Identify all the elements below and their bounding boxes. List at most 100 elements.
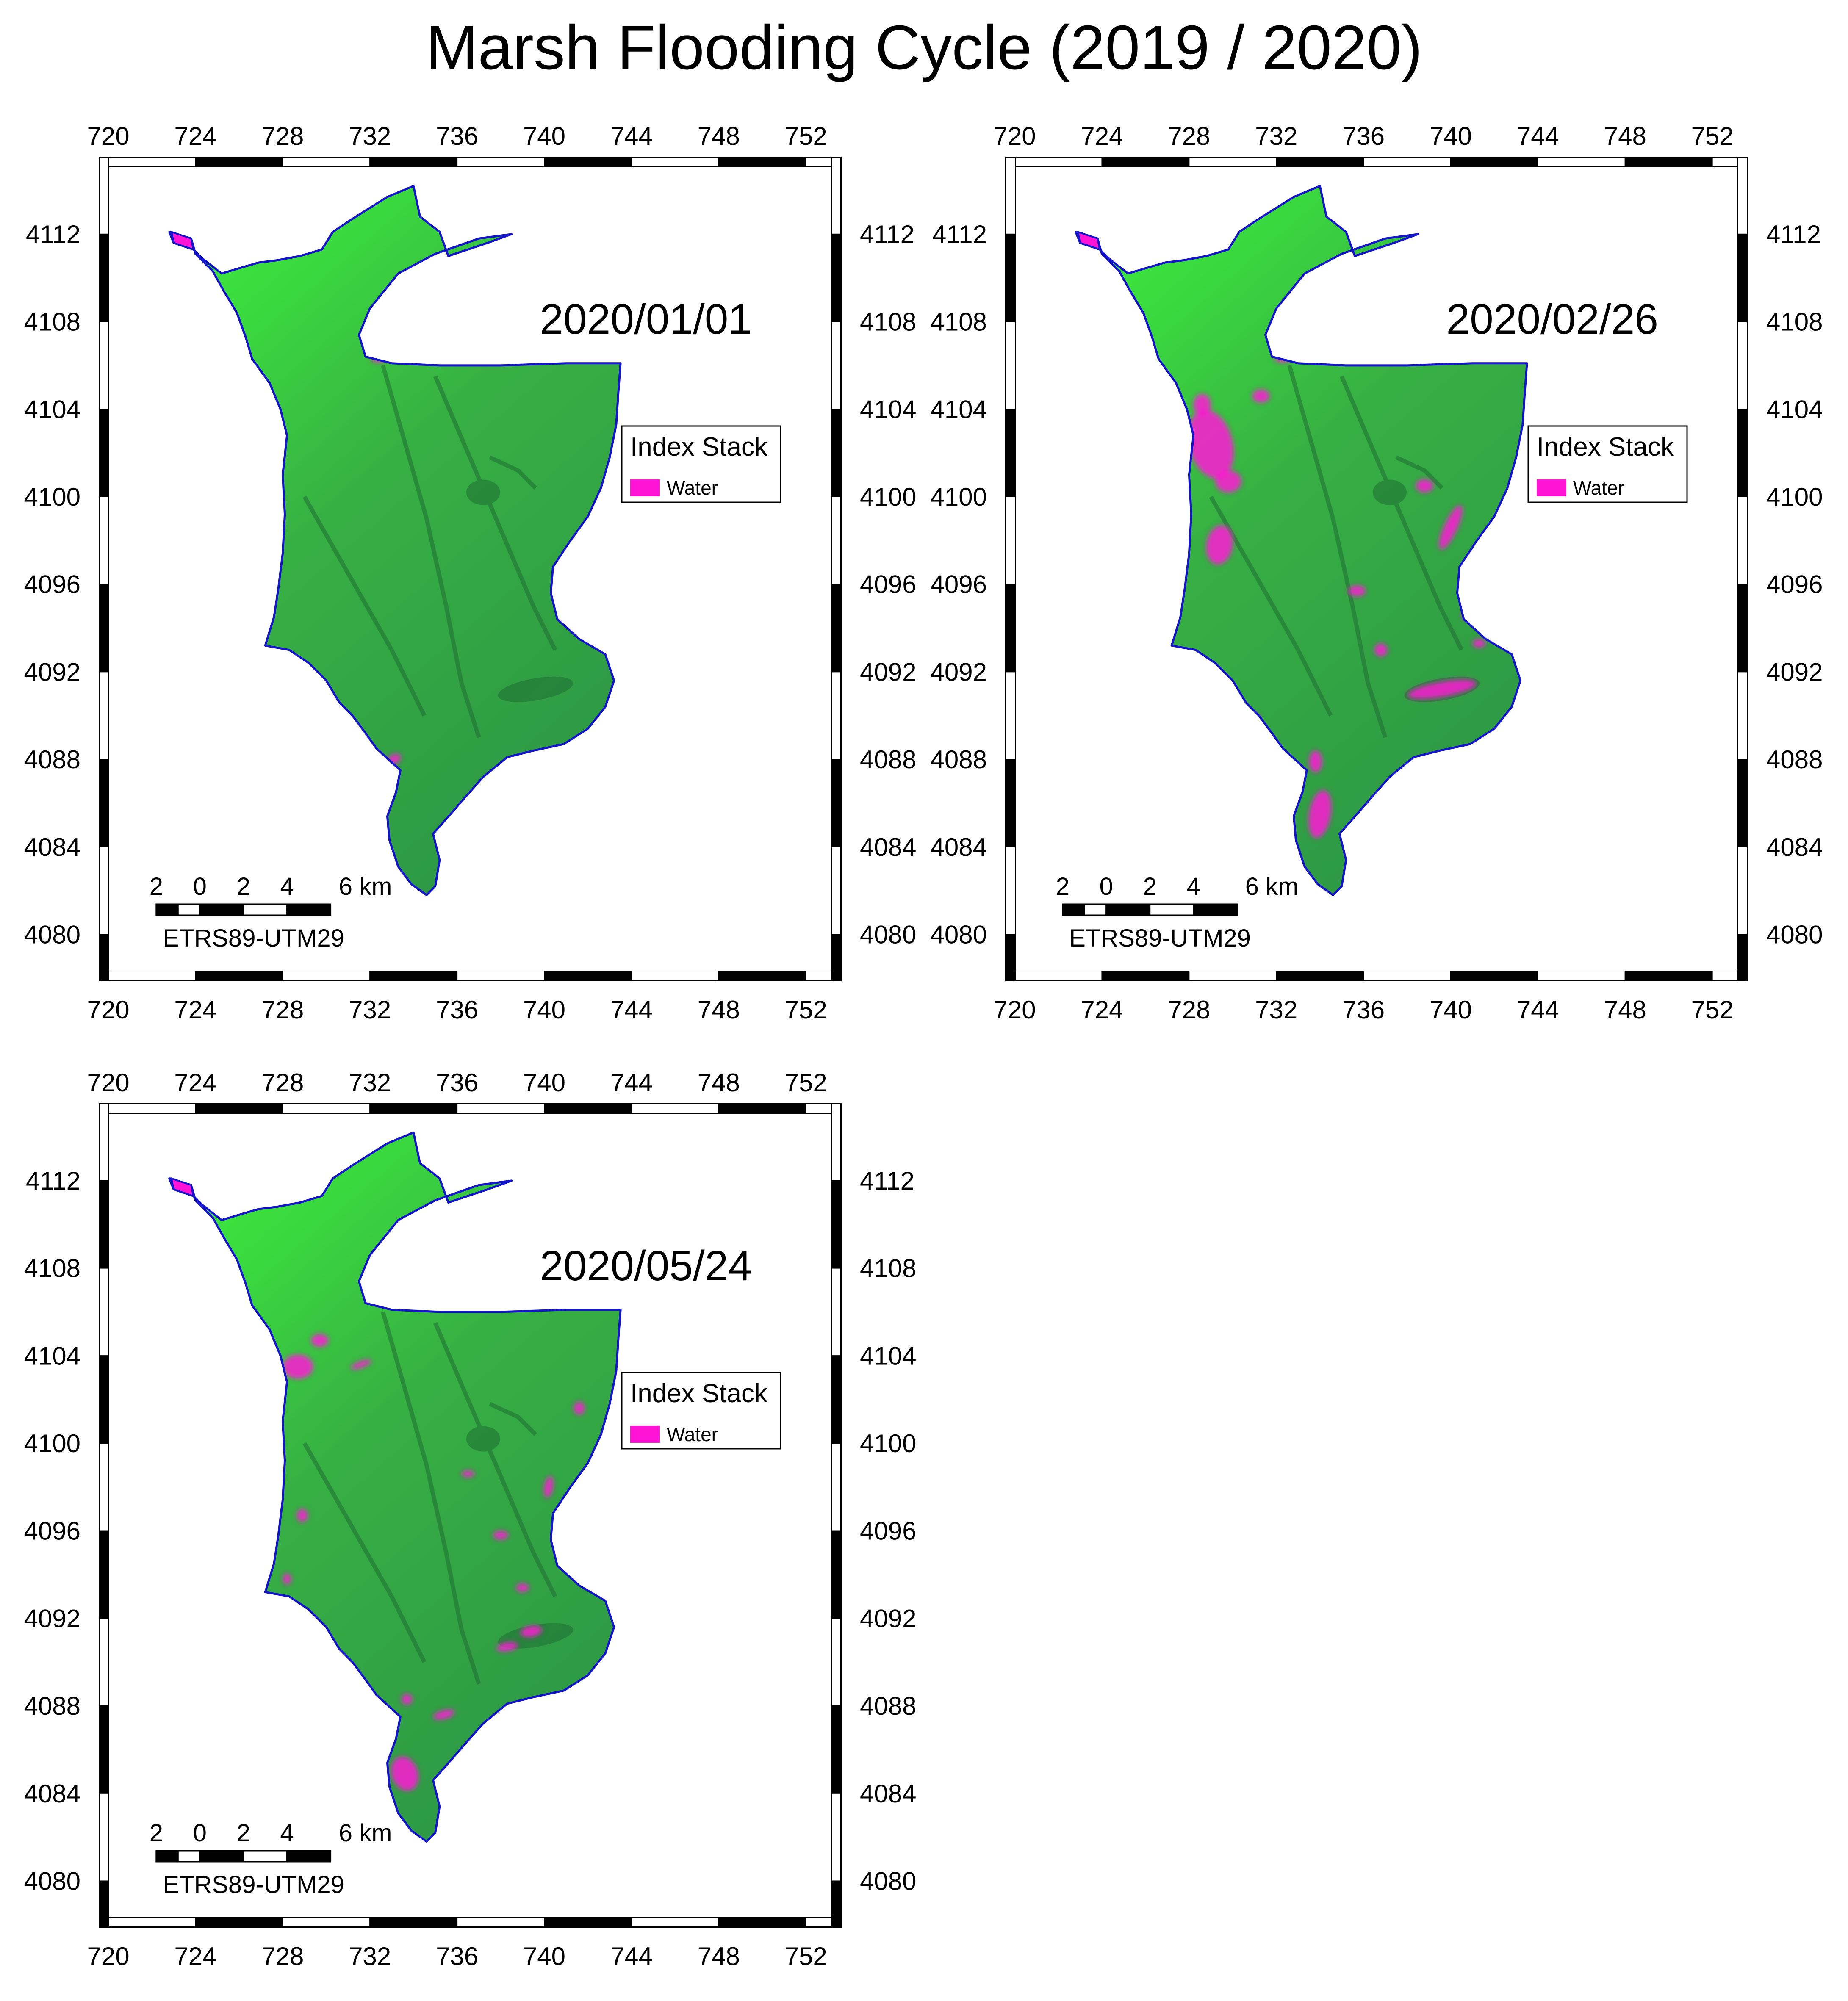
marsh-vegetation bbox=[169, 186, 621, 895]
x-tick-label-bottom: 728 bbox=[261, 996, 304, 1024]
legend-swatch-water bbox=[1537, 479, 1566, 496]
y-tick-label-right: 4108 bbox=[860, 1254, 916, 1283]
scale-bar-label: 2 bbox=[1143, 873, 1157, 900]
scale-bar-label: 2 bbox=[150, 873, 163, 900]
scale-bar-segment bbox=[286, 1850, 332, 1863]
y-tick-label-left: 4080 bbox=[24, 1867, 80, 1895]
y-tick-label-right: 4100 bbox=[1766, 483, 1823, 511]
x-tick-label-bottom: 720 bbox=[87, 1942, 130, 1971]
date-label: 2020/05/24 bbox=[540, 1242, 752, 1290]
y-tick-label-right: 4104 bbox=[860, 395, 916, 423]
x-tick-label-bottom: 740 bbox=[523, 1942, 565, 1971]
y-tick-label-right: 4092 bbox=[860, 658, 916, 686]
water-patch bbox=[296, 1509, 308, 1522]
marsh-channels bbox=[1209, 365, 1480, 738]
x-tick-label-top: 732 bbox=[1255, 122, 1297, 150]
water-patch bbox=[283, 1354, 313, 1379]
y-tick-label-right: 4112 bbox=[860, 220, 914, 249]
x-tick-label-top: 744 bbox=[610, 122, 653, 150]
x-tick-label-bottom: 724 bbox=[174, 1942, 216, 1971]
legend-item-label: Water bbox=[667, 1423, 718, 1445]
water-patch bbox=[544, 1476, 554, 1498]
legend-title: Index Stack bbox=[1537, 432, 1674, 462]
x-tick-label-bottom: 720 bbox=[994, 996, 1036, 1024]
water-patch bbox=[1309, 750, 1322, 772]
y-tick-label-right: 4088 bbox=[860, 745, 916, 774]
x-tick-label-top: 720 bbox=[994, 122, 1036, 150]
y-tick-label-right: 4096 bbox=[860, 570, 916, 599]
x-tick-label-top: 732 bbox=[349, 1068, 391, 1097]
scale-bar-segment bbox=[177, 1850, 201, 1863]
legend-swatch-water bbox=[630, 479, 660, 496]
x-tick-label-top: 732 bbox=[349, 122, 391, 150]
water-patch bbox=[1374, 643, 1388, 657]
scale-bar-segment bbox=[1105, 903, 1151, 916]
x-tick-label-top: 720 bbox=[87, 122, 130, 150]
marsh-boundary bbox=[168, 1131, 622, 1843]
y-tick-label-left: 4096 bbox=[931, 570, 987, 599]
lagoon-water bbox=[170, 230, 194, 251]
x-tick-label-top: 724 bbox=[174, 1068, 216, 1097]
x-tick-label-bottom: 736 bbox=[436, 1942, 478, 1971]
x-tick-label-bottom: 748 bbox=[1604, 996, 1646, 1024]
x-tick-label-top: 752 bbox=[1691, 122, 1734, 150]
water-patch bbox=[493, 1531, 509, 1540]
y-tick-label-left: 4104 bbox=[931, 395, 987, 423]
y-tick-label-right: 4096 bbox=[860, 1517, 916, 1545]
scale-bar-label: 2 bbox=[1056, 873, 1069, 900]
water-patch bbox=[1252, 389, 1270, 403]
x-tick-label-bottom: 736 bbox=[1342, 996, 1385, 1024]
map-svg: 720 720 724 724 728 728 732 732 736 736 740 740 744 7… bbox=[931, 122, 1823, 1024]
map-panel-2020-02-26: 720 720 724 724 728 728 732 732 736 736 740 740 744 7… bbox=[928, 114, 1830, 1054]
legend-swatch-water bbox=[630, 1426, 660, 1443]
x-tick-label-bottom: 724 bbox=[1081, 996, 1123, 1024]
crs-label: ETRS89-UTM29 bbox=[163, 924, 344, 952]
y-tick-label-left: 4088 bbox=[24, 745, 80, 774]
y-tick-label-left: 4080 bbox=[931, 920, 987, 949]
marsh-vegetation bbox=[169, 1132, 621, 1842]
y-tick-label-right: 4092 bbox=[1766, 658, 1823, 686]
x-tick-label-bottom: 740 bbox=[523, 996, 565, 1024]
legend: Index Stack Water bbox=[1527, 425, 1688, 503]
x-tick-label-top: 748 bbox=[698, 122, 740, 150]
water-patch bbox=[1193, 394, 1211, 416]
marsh-boundary bbox=[168, 185, 622, 896]
x-tick-label-bottom: 728 bbox=[1168, 996, 1210, 1024]
scale-bar-segment bbox=[1149, 903, 1194, 916]
x-tick-label-top: 736 bbox=[436, 122, 478, 150]
x-tick-label-bottom: 732 bbox=[349, 1942, 391, 1971]
x-tick-label-top: 744 bbox=[610, 1068, 653, 1097]
y-tick-label-left: 4088 bbox=[24, 1692, 80, 1720]
x-tick-label-top: 740 bbox=[523, 1068, 565, 1097]
scale-bar: 2 0 2 4 6 km ETRS89-UTM29 bbox=[150, 1819, 392, 1899]
y-tick-label-left: 4100 bbox=[24, 483, 80, 511]
water-patch bbox=[1188, 410, 1234, 479]
y-tick-label-left: 4084 bbox=[24, 833, 80, 861]
y-tick-label-right: 4080 bbox=[860, 1867, 916, 1895]
y-tick-label-right: 4080 bbox=[860, 920, 916, 949]
x-tick-label-top: 728 bbox=[261, 122, 304, 150]
y-tick-label-left: 4096 bbox=[24, 570, 80, 599]
y-tick-label-right: 4084 bbox=[860, 1780, 916, 1808]
water-patch bbox=[391, 1757, 418, 1791]
y-tick-label-right: 4084 bbox=[1766, 833, 1823, 861]
scale-bar-label: 0 bbox=[193, 1819, 207, 1847]
neatline-border bbox=[99, 1104, 842, 1927]
water-patch bbox=[496, 1642, 518, 1652]
y-tick-label-left: 4092 bbox=[24, 1604, 80, 1633]
y-tick-label-left: 4104 bbox=[24, 1342, 80, 1370]
y-tick-label-right: 4108 bbox=[1766, 308, 1823, 336]
y-tick-label-right: 4080 bbox=[1766, 920, 1823, 949]
y-tick-label-right: 4112 bbox=[860, 1167, 914, 1195]
x-tick-label-bottom: 748 bbox=[698, 996, 740, 1024]
x-tick-label-top: 752 bbox=[785, 122, 827, 150]
x-tick-label-bottom: 752 bbox=[1691, 996, 1734, 1024]
map-svg: 720 720 724 724 728 728 732 732 736 736 740 740 744 7… bbox=[24, 122, 917, 1024]
legend-item-label: Water bbox=[1573, 477, 1624, 499]
marsh-vegetation bbox=[1075, 186, 1527, 895]
x-tick-label-bottom: 724 bbox=[174, 996, 216, 1024]
y-tick-label-right: 4084 bbox=[860, 833, 916, 861]
x-tick-label-bottom: 740 bbox=[1430, 996, 1472, 1024]
water-patch bbox=[311, 1334, 329, 1347]
x-tick-label-bottom: 736 bbox=[436, 996, 478, 1024]
